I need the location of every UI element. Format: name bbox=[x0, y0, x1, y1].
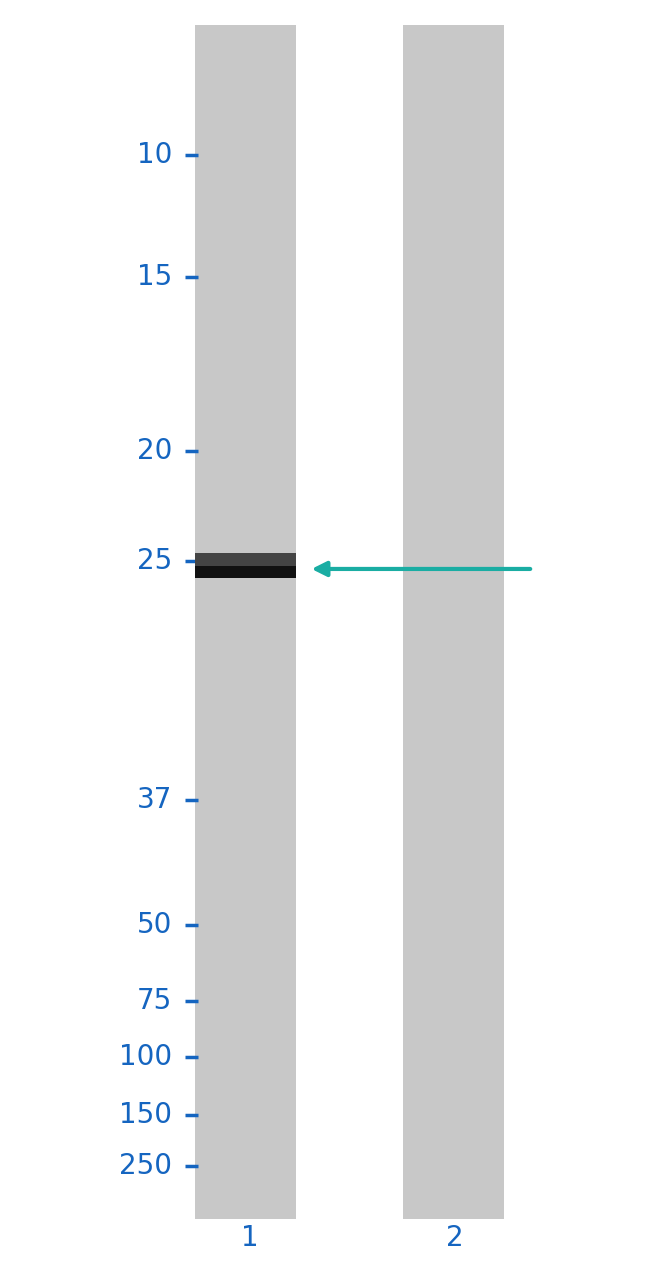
Bar bbox=[403, 25, 504, 1219]
Text: 75: 75 bbox=[137, 987, 172, 1015]
Text: 1: 1 bbox=[241, 1224, 259, 1252]
Text: 100: 100 bbox=[119, 1043, 172, 1071]
Text: 250: 250 bbox=[119, 1152, 172, 1180]
Bar bbox=[195, 552, 296, 566]
Text: 10: 10 bbox=[137, 141, 172, 169]
Text: 15: 15 bbox=[137, 263, 172, 291]
Text: 50: 50 bbox=[137, 911, 172, 939]
Text: 2: 2 bbox=[446, 1224, 464, 1252]
Text: 25: 25 bbox=[137, 547, 172, 575]
Text: 37: 37 bbox=[137, 786, 172, 814]
Bar bbox=[195, 25, 296, 1219]
Text: 20: 20 bbox=[137, 437, 172, 465]
Text: 150: 150 bbox=[119, 1101, 172, 1129]
Bar bbox=[195, 566, 296, 578]
